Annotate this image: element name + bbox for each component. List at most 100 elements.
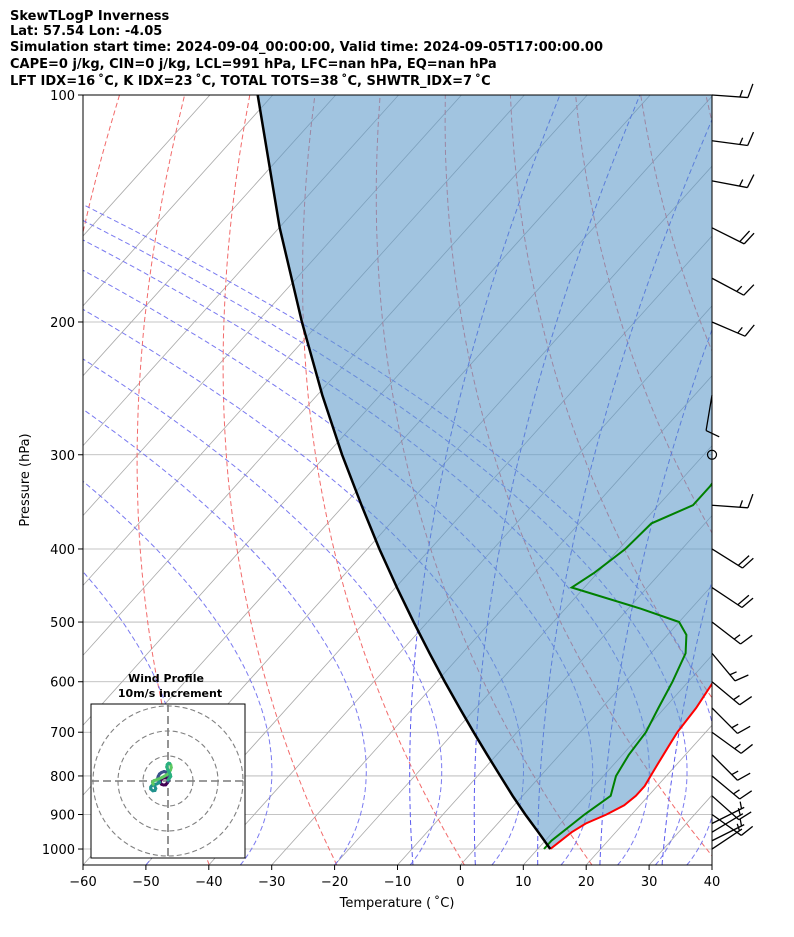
wind-barb — [711, 754, 751, 781]
wind-barb-staff — [711, 707, 738, 734]
wind-barb-half-flag — [739, 89, 744, 98]
chart-title-cape: CAPE=0 j/kg, CIN=0 j/kg, LCL=991 hPa, LF… — [10, 57, 497, 72]
isotherm-line — [83, 95, 274, 307]
chart-title-station: SkewTLogP Inverness — [10, 9, 170, 24]
mixing-ratio-line — [83, 358, 443, 865]
wind-barb-half-flag — [738, 179, 744, 187]
wind-barb-flag — [743, 232, 755, 245]
wind-barb — [711, 731, 753, 754]
wind-barb-calm — [706, 449, 718, 460]
wind-barb-staff — [711, 775, 741, 800]
wind-barb-half-flag — [736, 285, 743, 292]
x-tick-label: −50 — [132, 875, 159, 890]
wind-barb-flag — [740, 825, 754, 836]
wind-barb-flag — [740, 634, 753, 645]
wind-barb — [711, 775, 753, 800]
wind-barb — [711, 227, 755, 245]
wind-barb — [711, 681, 753, 706]
wind-barb-staff — [711, 586, 743, 609]
wind-barb — [711, 174, 755, 189]
wind-barb-half-flag — [739, 801, 743, 809]
x-tick-label: 20 — [578, 875, 595, 890]
wind-barb-flag — [739, 230, 751, 243]
dry-adiabat-line — [771, 95, 794, 865]
y-tick-label: 900 — [50, 809, 75, 824]
wind-barb-flag — [737, 594, 750, 606]
y-tick-label: 700 — [50, 726, 75, 741]
wind-barb-staff — [705, 394, 713, 431]
x-tick-label: −60 — [69, 875, 96, 890]
wind-barb — [711, 621, 753, 645]
x-tick-label: −10 — [384, 875, 411, 890]
x-tick-label: 40 — [704, 875, 721, 890]
y-tick-label: 1000 — [42, 843, 75, 858]
y-tick-label: 200 — [50, 316, 75, 331]
x-tick-label: −20 — [321, 875, 348, 890]
wind-barb-staff — [711, 681, 741, 706]
wind-barb-half-flag — [733, 695, 740, 701]
wind-barb — [711, 83, 754, 99]
wind-barb-half-flag — [729, 671, 737, 676]
x-tick-label: −40 — [195, 875, 222, 890]
temperature-line — [549, 682, 712, 850]
wind-barb-flag — [741, 597, 754, 609]
wind-barb-flag — [744, 324, 755, 337]
wind-barb-flag — [734, 674, 749, 682]
wind-barb-staff — [711, 94, 748, 99]
x-tick-label: 30 — [641, 875, 658, 890]
isotherm-line — [83, 95, 336, 377]
wind-barb — [711, 277, 755, 296]
wind-barb — [711, 808, 744, 833]
y-tick-label: 800 — [50, 770, 75, 785]
wind-barb-half-flag — [739, 137, 744, 145]
wind-barb-staff — [711, 140, 748, 147]
wind-barb-flag — [747, 83, 754, 98]
wind-barb-flag — [747, 131, 755, 146]
wind-barb — [706, 449, 718, 460]
wind-barb-staff — [711, 180, 748, 189]
wind-barb-half-flag — [734, 743, 741, 750]
y-tick-label: 300 — [50, 449, 75, 464]
wind-barb-half-flag — [739, 818, 743, 827]
wind-barb-flag — [740, 743, 753, 754]
wind-barb-half-flag — [737, 808, 741, 816]
wind-barb-half-flag — [737, 326, 743, 334]
mixing-ratio-line — [83, 408, 367, 865]
isotherm-line — [83, 95, 211, 237]
wind-barb — [711, 652, 749, 682]
wind-barb-staff — [711, 813, 744, 833]
wind-barb-flag — [739, 696, 753, 706]
wind-barb-flag — [705, 429, 720, 438]
wind-barb — [711, 818, 745, 842]
wind-barb-half-flag — [731, 770, 739, 776]
wind-barb-staff — [711, 227, 745, 245]
wind-barb-staff — [711, 621, 741, 645]
wind-barb-flag — [747, 493, 754, 509]
wind-barb-half-flag — [733, 789, 740, 795]
dewpoint-line — [543, 481, 712, 850]
isotherm-line — [585, 724, 712, 865]
inset-title: Wind Profile — [128, 672, 204, 685]
wind-barb — [711, 321, 755, 337]
wind-barb-flag — [737, 772, 751, 781]
wind-barb-staff — [711, 754, 738, 781]
wind-barb-staff — [711, 321, 746, 337]
wind-barb-staff — [711, 731, 742, 754]
wind-profile-inset: Wind Profile 10m/s increment — [90, 672, 246, 859]
wind-barb-half-flag — [739, 500, 744, 508]
wind-barb — [711, 707, 751, 734]
dry-adiabat-line — [302, 95, 465, 865]
x-tick-label: −30 — [258, 875, 285, 890]
x-axis-label: Temperature ( ˚C) — [339, 895, 455, 911]
wind-barb — [711, 493, 754, 509]
wind-barb-staff — [711, 652, 736, 682]
wind-barb — [711, 801, 745, 825]
wind-barb-half-flag — [733, 634, 741, 640]
wind-barb-flag — [738, 811, 752, 821]
wind-barb — [711, 586, 754, 609]
wind-barb-staff — [711, 504, 748, 509]
wind-barb-flag — [737, 725, 751, 734]
wind-barb-staff — [711, 806, 745, 825]
x-tick-label: 0 — [456, 875, 464, 890]
